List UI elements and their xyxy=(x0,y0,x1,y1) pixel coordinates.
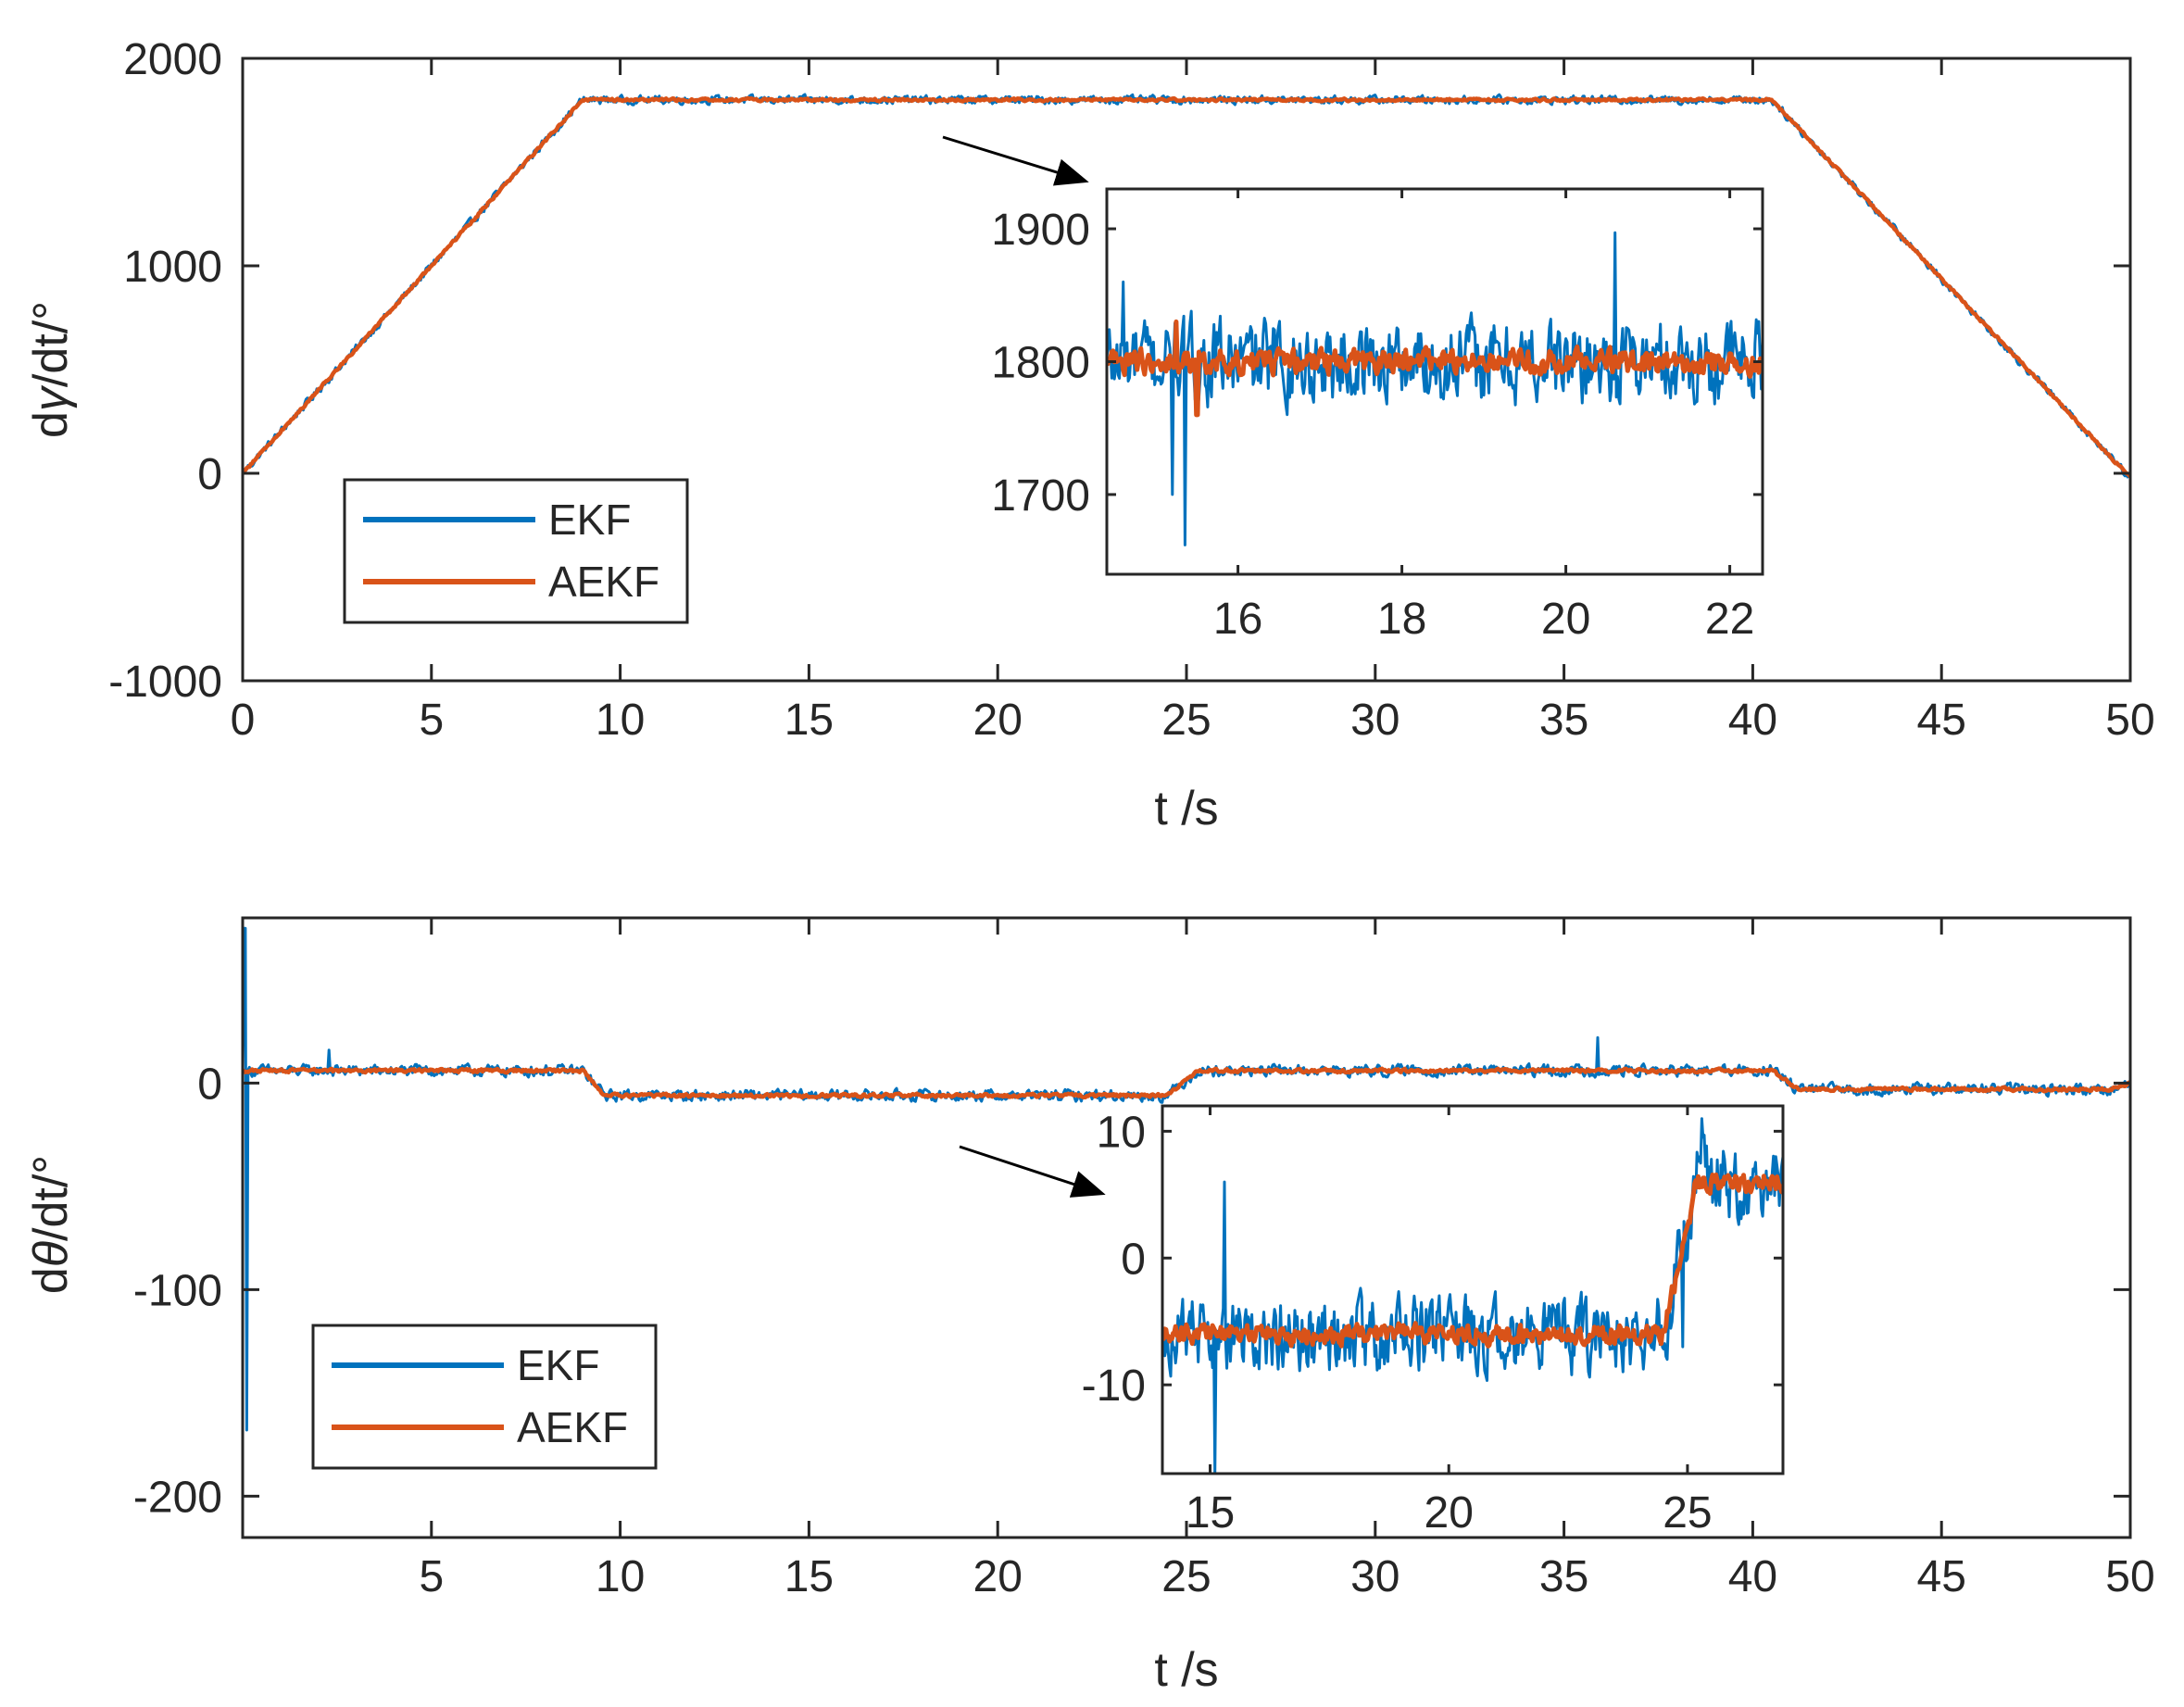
bottom-xtick-label: 50 xyxy=(2105,1552,2154,1601)
top-y-ticks: -1000 0 1000 2000 xyxy=(108,35,2130,707)
top-xtick-label: 40 xyxy=(1728,696,1777,745)
top-xtick-label: 5 xyxy=(419,696,444,745)
bottom-inset-ekf-line xyxy=(1162,1117,1783,1474)
top-xtick-label: 50 xyxy=(2105,696,2154,745)
top-inset-y-ticks: 1700 1800 1900 xyxy=(991,206,1763,521)
bottom-inset-aekf-line xyxy=(1162,1172,1783,1349)
bottom-xtick-label: 30 xyxy=(1350,1552,1400,1601)
top-inset-aekf-line xyxy=(1107,319,1763,418)
bottom-xtick-label: 20 xyxy=(973,1552,1023,1601)
bottom-ytick-label: 0 xyxy=(197,1060,222,1109)
top-inset-xtick-label: 22 xyxy=(1705,595,1754,644)
top-ytick-label: 0 xyxy=(197,450,222,499)
top-inset-series-group xyxy=(1107,231,1763,546)
bottom-ylabel: dθ/dt/° xyxy=(24,1155,78,1294)
bottom-inset-plot-area xyxy=(1162,1106,1783,1474)
bottom-y-ticks: -200-1000 xyxy=(133,1060,2130,1522)
bottom-ytick-label: -100 xyxy=(133,1266,222,1315)
top-xtick-label: 20 xyxy=(973,696,1023,745)
bottom-xtick-label: 35 xyxy=(1539,1552,1588,1601)
top-inset-axes-box xyxy=(1105,187,1764,576)
bottom-inset-arrow xyxy=(959,1145,1106,1198)
bottom-inset-xtick-label: 15 xyxy=(1186,1488,1235,1538)
bottom-inset: 15 20 25 -10 0 10 xyxy=(1082,1104,1785,1538)
bottom-x-ticks: 5 10 15 20 25 30 35 40 45 50 xyxy=(419,918,2155,1601)
bottom-inset-series-group xyxy=(1162,1117,1783,1474)
top-inset-xtick-label: 16 xyxy=(1213,595,1262,644)
top-xtick-label: 30 xyxy=(1350,696,1400,745)
top-xtick-label: 45 xyxy=(1917,696,1966,745)
top-ytick-label: -1000 xyxy=(108,658,222,707)
top-ylabel: dγ/dt/° xyxy=(24,301,78,438)
bottom-legend-aekf-label: AEKF xyxy=(517,1403,628,1451)
bottom-chart: 5 10 15 20 25 30 35 40 45 50 -200-1000 t /s dθ/dt… xyxy=(24,916,2155,1697)
top-inset-xtick-label: 20 xyxy=(1541,595,1590,644)
top-xlabel: t /s xyxy=(1154,782,1218,835)
top-inset-ytick-label: 1700 xyxy=(991,471,1090,521)
bottom-xtick-label: 5 xyxy=(419,1552,444,1601)
top-legend-ekf-label: EKF xyxy=(548,496,631,544)
top-inset-xtick-label: 18 xyxy=(1377,595,1426,644)
top-xtick-label: 25 xyxy=(1161,696,1211,745)
top-legend-box xyxy=(343,478,689,624)
top-series-group xyxy=(243,93,2130,479)
bottom-inset-xtick-label: 20 xyxy=(1425,1488,1474,1538)
top-inset: 16 18 20 22 1700 1800 1900 xyxy=(991,187,1764,644)
bottom-ytick-label: -200 xyxy=(133,1473,222,1522)
top-ytick-label: 2000 xyxy=(123,35,222,84)
bottom-xlabel: t /s xyxy=(1154,1643,1218,1697)
top-legend-aekf-label: AEKF xyxy=(548,558,659,606)
top-xtick-label: 0 xyxy=(231,696,256,745)
top-xtick-label: 15 xyxy=(784,696,834,745)
top-xtick-label: 35 xyxy=(1539,696,1588,745)
top-inset-ytick-label: 1900 xyxy=(991,206,1090,255)
bottom-inset-x-ticks: 15 20 25 xyxy=(1186,1106,1713,1538)
bottom-inset-ytick-label: 10 xyxy=(1097,1108,1146,1157)
bottom-xtick-label: 25 xyxy=(1161,1552,1211,1601)
bottom-inset-ytick-label: 0 xyxy=(1121,1235,1146,1284)
top-xtick-label: 10 xyxy=(596,696,645,745)
bottom-inset-y-ticks: -10 0 10 xyxy=(1082,1108,1783,1411)
bottom-xtick-label: 15 xyxy=(784,1552,834,1601)
bottom-xtick-label: 40 xyxy=(1728,1552,1777,1601)
top-legend: EKF AEKF xyxy=(343,478,689,624)
bottom-aekf-line xyxy=(243,1066,2130,1100)
top-aekf-line xyxy=(243,95,2130,479)
top-inset-ytick-label: 1800 xyxy=(991,338,1090,387)
bottom-inset-ytick-label: -10 xyxy=(1082,1362,1146,1411)
bottom-legend-ekf-label: EKF xyxy=(517,1341,599,1389)
bottom-xtick-label: 10 xyxy=(596,1552,645,1601)
bottom-series-group xyxy=(243,926,2130,1432)
top-inset-arrow xyxy=(942,135,1089,186)
bottom-inset-axes-box xyxy=(1161,1104,1785,1475)
bottom-xtick-label: 45 xyxy=(1917,1552,1966,1601)
top-ytick-label: 1000 xyxy=(123,243,222,292)
top-x-ticks: 0 5 10 15 20 25 30 35 40 45 50 xyxy=(231,58,2155,745)
bottom-legend: EKF AEKF xyxy=(311,1324,658,1470)
top-inset-x-ticks: 16 18 20 22 xyxy=(1213,189,1754,644)
bottom-inset-xtick-label: 25 xyxy=(1663,1488,1712,1538)
bottom-legend-box xyxy=(311,1324,658,1470)
